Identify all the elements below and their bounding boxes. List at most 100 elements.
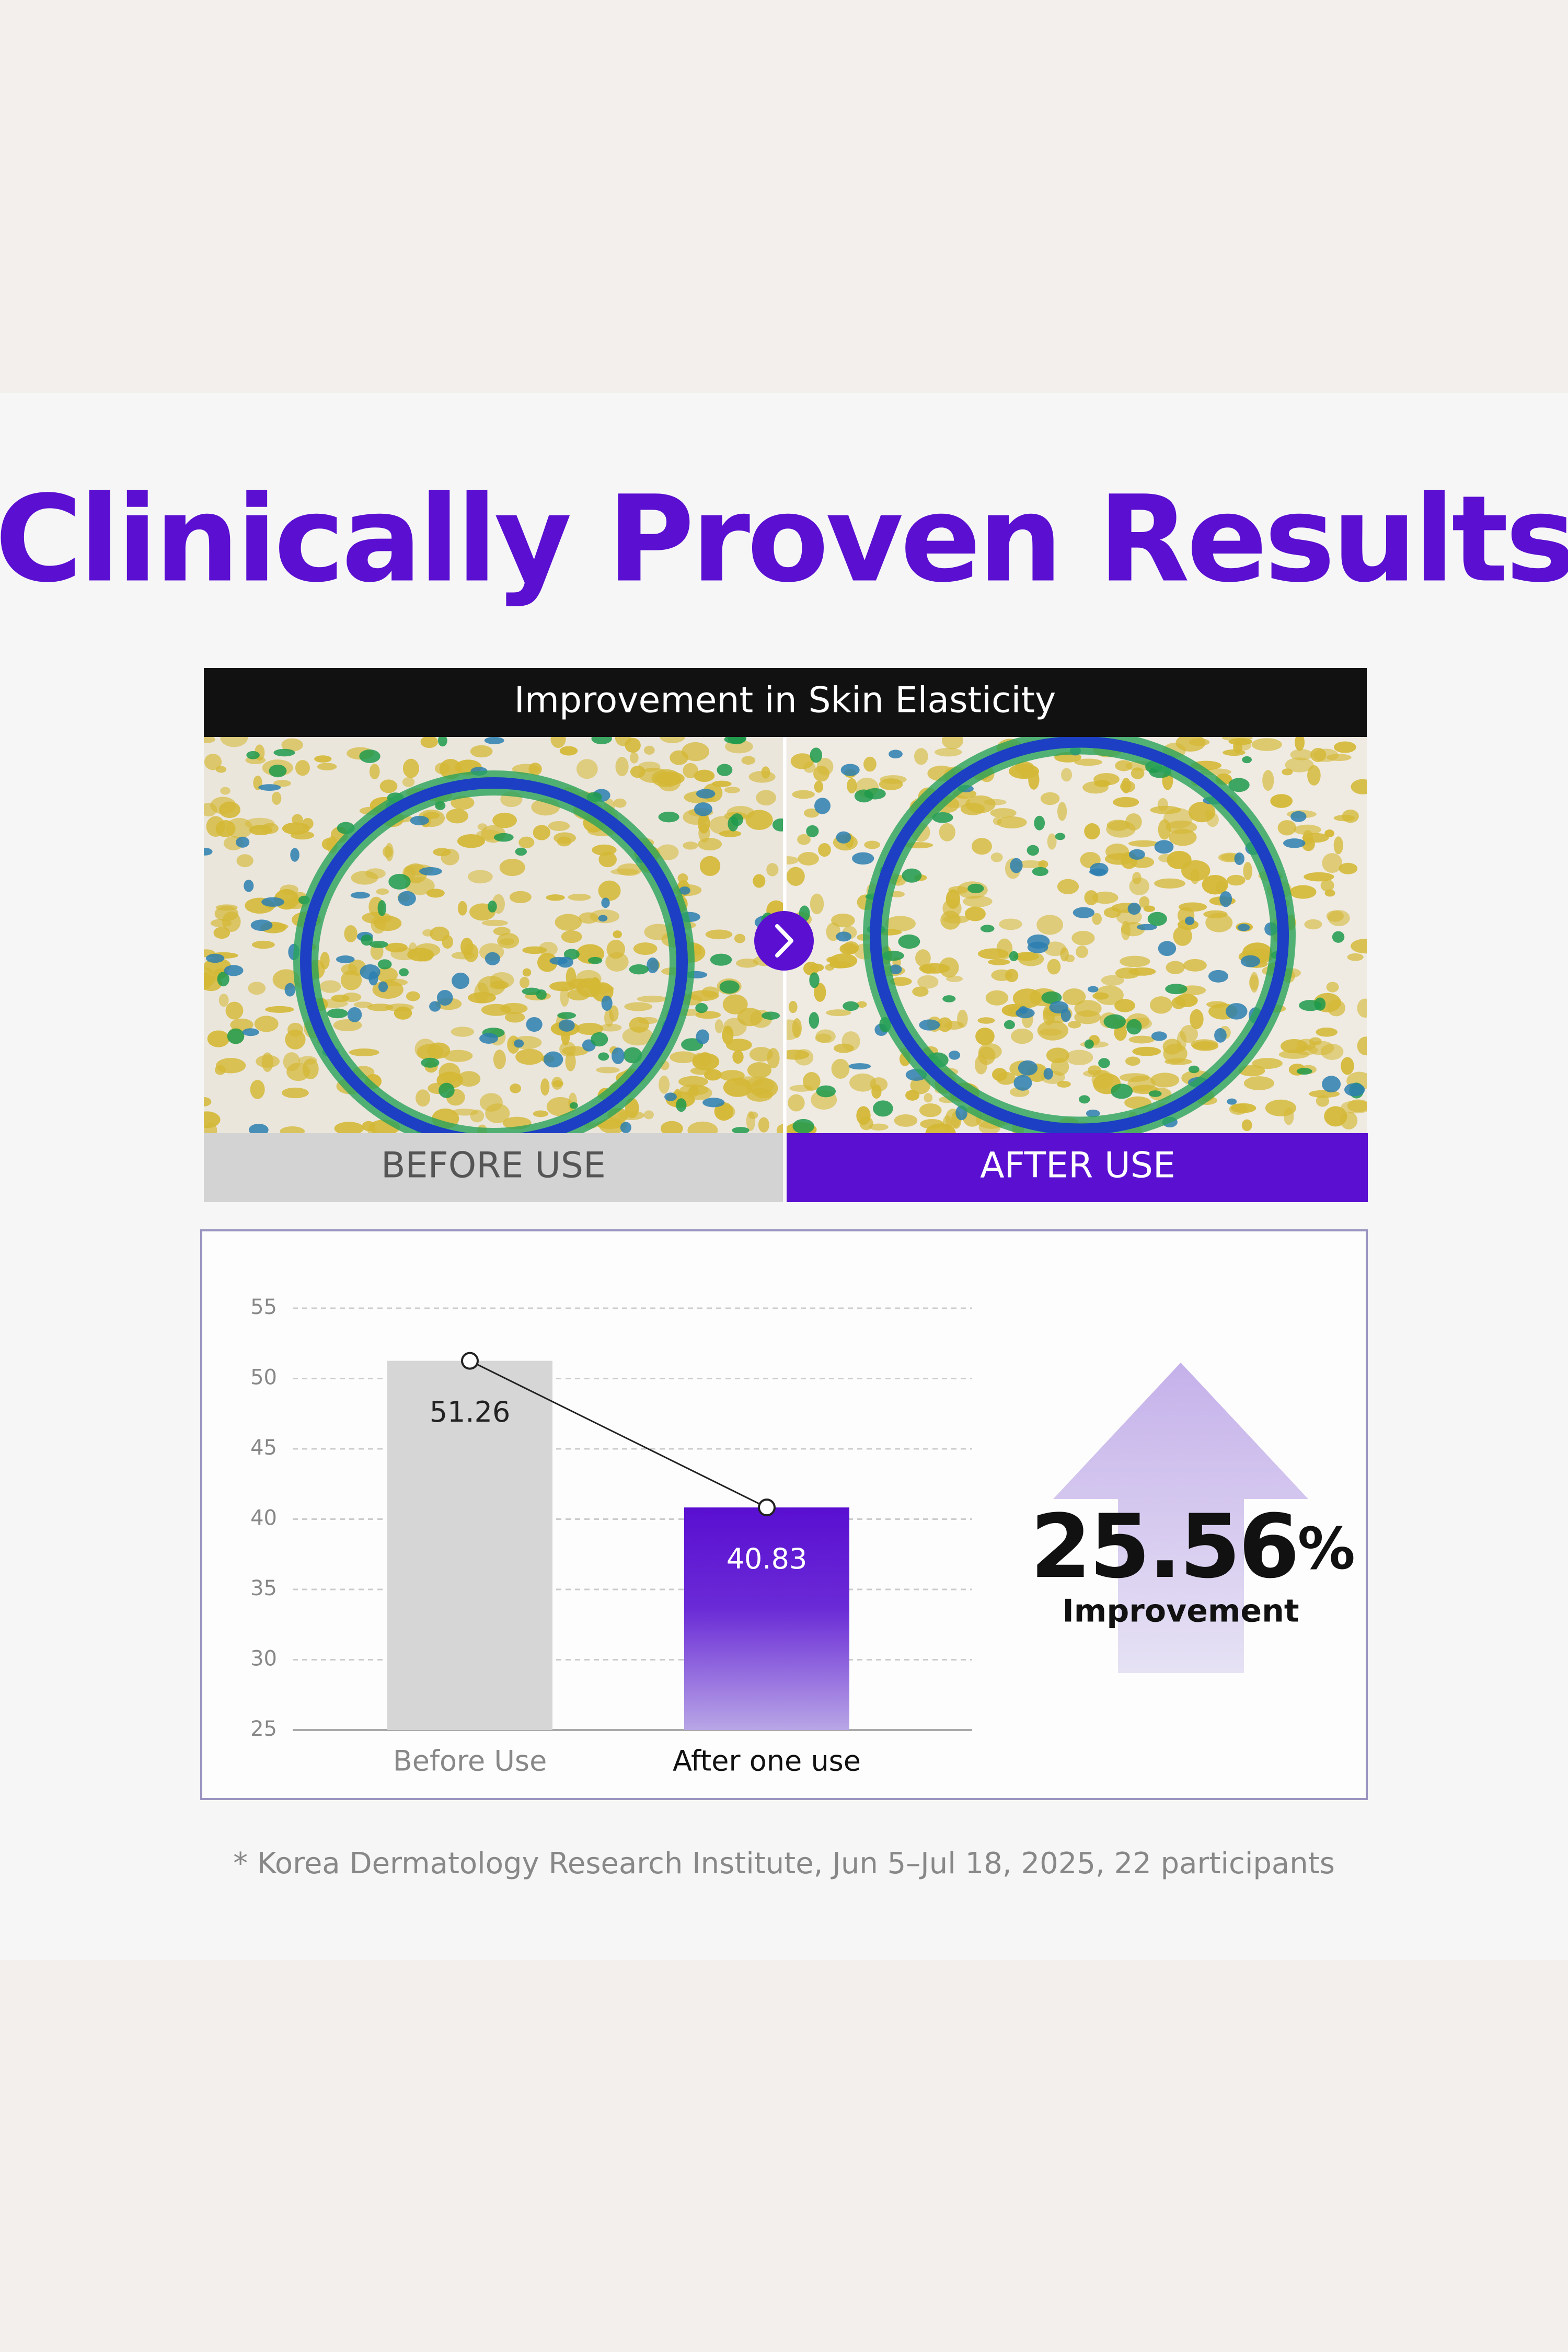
texture-dot xyxy=(365,868,386,879)
texture-dot xyxy=(937,1017,952,1032)
texture-dot xyxy=(1178,902,1207,912)
texture-dot xyxy=(1039,1028,1062,1036)
texture-dot xyxy=(1062,988,1086,1006)
texture-dot xyxy=(1047,833,1057,850)
texture-spot xyxy=(410,815,429,826)
texture-dot xyxy=(879,778,903,790)
texture-spot xyxy=(1188,1065,1200,1074)
texture-spot xyxy=(612,1047,625,1064)
texture-dot xyxy=(394,1006,412,1020)
texture-dot xyxy=(402,758,419,778)
texture-dot xyxy=(910,1076,931,1094)
texture-dot xyxy=(1241,1119,1252,1132)
texture-dot xyxy=(1295,737,1305,751)
texture-dot xyxy=(756,790,776,806)
texture-dot xyxy=(1150,805,1181,814)
texture-dot xyxy=(1166,820,1197,834)
texture-spot xyxy=(398,891,416,906)
texture-dot xyxy=(610,868,639,875)
texture-dot xyxy=(682,742,710,762)
texture-dot xyxy=(1270,794,1293,808)
texture-dot xyxy=(698,823,710,843)
texture-dot xyxy=(670,1051,697,1064)
texture-dot xyxy=(788,1000,798,1013)
texture-dot xyxy=(921,965,936,974)
texture-dot xyxy=(362,912,392,924)
after-label: AFTER USE xyxy=(980,1145,1175,1186)
texture-dot xyxy=(457,1071,481,1087)
texture-dot xyxy=(546,894,565,901)
texture-spot xyxy=(1049,1001,1069,1014)
texture-spot xyxy=(336,955,355,964)
texture-spot xyxy=(359,750,381,763)
texture-dot xyxy=(546,1097,574,1116)
texture-dot xyxy=(660,737,685,743)
texture-spot xyxy=(702,1098,725,1108)
texture-dot xyxy=(251,940,275,949)
texture-spot xyxy=(679,886,690,895)
texture-spot xyxy=(809,1012,820,1029)
texture-dot xyxy=(1018,951,1044,966)
texture-dot xyxy=(1036,915,1064,935)
texture-spot xyxy=(1111,1083,1133,1099)
texture-dot xyxy=(492,812,517,828)
texture-dot xyxy=(1252,1058,1283,1069)
texture-spot xyxy=(1226,1003,1248,1020)
texture-spot xyxy=(452,972,469,989)
texture-dot xyxy=(598,851,617,868)
texture-dot xyxy=(753,874,766,888)
texture-dot xyxy=(1068,1021,1081,1029)
texture-spot xyxy=(242,1028,259,1036)
texture-dot xyxy=(555,914,582,931)
texture-spot xyxy=(522,987,541,995)
texture-dot xyxy=(319,980,341,993)
texture-dot xyxy=(1234,740,1252,751)
texture-spot xyxy=(732,1127,750,1133)
texture-dot xyxy=(280,1126,305,1133)
texture-dot xyxy=(225,1001,244,1020)
texture-dot xyxy=(724,787,741,793)
texture-dot xyxy=(1326,910,1344,922)
texture-dot xyxy=(914,748,928,765)
texture-spot xyxy=(816,1085,836,1098)
texture-dot xyxy=(1175,737,1206,752)
texture-dot xyxy=(1243,1076,1275,1090)
texture-spot xyxy=(269,764,287,778)
texture-spot xyxy=(873,1100,893,1117)
texture-dot xyxy=(633,942,658,955)
texture-dot xyxy=(637,995,667,1002)
texture-spot xyxy=(1154,840,1174,854)
texture-dot xyxy=(1333,741,1356,753)
texture-dot xyxy=(746,1111,756,1131)
y-tick-label: 40 xyxy=(250,1506,277,1530)
texture-dot xyxy=(943,915,970,924)
texture-spot xyxy=(1027,845,1040,856)
texture-dot xyxy=(444,1050,473,1062)
texture-dot xyxy=(767,1048,780,1069)
panel-header xyxy=(204,668,1367,737)
texture-dot xyxy=(1251,738,1282,751)
texture-dot xyxy=(562,1046,589,1056)
texture-spot xyxy=(250,919,273,931)
improvement-label: Improvement xyxy=(1062,1593,1299,1630)
texture-dot xyxy=(677,873,688,883)
texture-dot xyxy=(613,930,622,939)
texture-dot xyxy=(489,981,509,989)
texture-dot xyxy=(1120,955,1150,967)
texture-dot xyxy=(1082,781,1109,794)
texture-spot xyxy=(864,788,886,800)
texture-spot xyxy=(1208,970,1229,983)
texture-dot xyxy=(406,991,420,1001)
texture-dot xyxy=(622,1027,654,1046)
texture-dot xyxy=(864,840,880,849)
texture-dot xyxy=(719,1070,745,1081)
texture-dot xyxy=(565,1052,576,1071)
texture-dot xyxy=(839,943,858,955)
texture-spot xyxy=(1214,1028,1227,1043)
texture-dot xyxy=(333,1019,362,1032)
texture-dot xyxy=(204,802,217,817)
texture-dot xyxy=(678,1076,708,1088)
texture-dot xyxy=(690,1067,713,1075)
y-tick-label: 50 xyxy=(250,1366,277,1390)
